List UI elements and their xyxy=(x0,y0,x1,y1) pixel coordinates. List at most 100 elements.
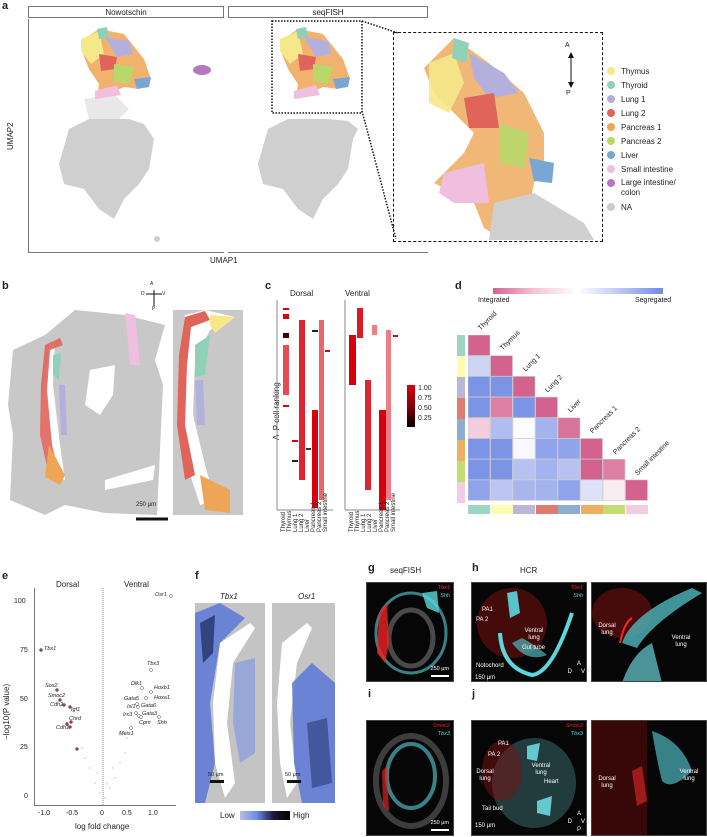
j-compass-v: V xyxy=(580,819,585,825)
c-colorbar xyxy=(407,385,415,427)
i-gene-2: Tbx3 xyxy=(437,731,450,737)
umap-legend: Thymus Thyroid Lung 1 Lung 2 Pancreas 1 … xyxy=(607,64,707,214)
volcano-scatter xyxy=(39,588,173,806)
gene-label-gata3: Gata3 xyxy=(142,711,157,717)
j-zoom-ann-dorsal-lung: Dorsal lung xyxy=(598,776,616,789)
d-scale-left: Integrated xyxy=(478,297,510,304)
x-tick: -1.0 xyxy=(38,810,51,817)
c-group-dorsal: Dorsal xyxy=(290,289,314,298)
gene-label-cdh1: Cdh1 xyxy=(56,725,70,731)
ap-ranking-heatmap xyxy=(276,300,400,511)
gene-label-tbx3: Tbx3 xyxy=(147,661,160,667)
h-ann-notochord: Notochord xyxy=(476,663,504,669)
panel-f-label: f xyxy=(195,570,199,582)
gene-label-osr1: Osr1 xyxy=(155,592,167,598)
umap-seqfish-scatter xyxy=(258,20,363,219)
h-compass-a: A xyxy=(576,661,581,667)
x-tick: -0.5 xyxy=(66,810,79,817)
d-triangle-heatmap xyxy=(468,335,648,501)
gene-label-irx3: Irx3 xyxy=(123,712,133,718)
legend-dot-icon xyxy=(607,81,615,89)
umap-seqfish-plot xyxy=(228,19,428,253)
g-title: seqFISH xyxy=(390,566,422,575)
umap-zoom-scatter xyxy=(424,38,594,240)
f-colorbar xyxy=(240,811,290,820)
panel-b-label: b xyxy=(2,280,9,292)
legend-dot-icon xyxy=(607,67,615,75)
h-hcr-image: Tbx1 Shh PA1 PA 2 Ventral lung Gut tube … xyxy=(471,582,587,682)
gene-label-hoxa1: Hoxa1 xyxy=(154,695,170,701)
gene-label-isl1: Isl1 xyxy=(127,704,136,710)
gene-label-dlk1: Dlk1 xyxy=(131,681,143,687)
d-scale-gradient xyxy=(493,288,663,294)
j-compass-a: A xyxy=(576,811,581,817)
legend-dot-icon xyxy=(607,137,615,145)
f-scale-bar-osr1 xyxy=(287,780,301,783)
legend-item: Thyroid xyxy=(607,78,707,92)
i-gene-1: Smoc2 xyxy=(432,723,450,729)
umap-xlabel: UMAP1 xyxy=(210,256,238,265)
h-title: HCR xyxy=(520,566,538,575)
d-side-colors xyxy=(457,335,465,503)
compass-p: P xyxy=(152,306,156,312)
legend-item: Lung 1 xyxy=(607,92,707,106)
legend-dot-icon xyxy=(607,203,615,211)
j-ann-pa2: PA 2 xyxy=(488,752,501,758)
h-scale-bar-label: 150 μm xyxy=(475,675,496,681)
j-ann-heart: Heart xyxy=(544,779,559,785)
j-ann-dorsal-lung: Dorsal lung xyxy=(476,769,494,782)
e-ylabel: −log10(P value) xyxy=(2,683,11,740)
legend-item: Thymus xyxy=(607,64,707,78)
x-tick: 0 xyxy=(100,810,104,817)
legend-dot-icon xyxy=(607,151,615,159)
h-gene-2: Shh xyxy=(573,593,583,599)
legend-dot-icon xyxy=(607,165,615,173)
f-scale-bar-tbx1 xyxy=(210,780,224,783)
panel-j-label: j xyxy=(472,688,476,700)
j-ann-tail-bud: Tail bud xyxy=(482,806,503,812)
legend-item: Pancreas 1 xyxy=(607,120,707,134)
gene-label-gata5: Gata5 xyxy=(124,696,139,702)
d-scale-right: Segregated xyxy=(635,297,672,304)
gene-label-cpm: Cpm xyxy=(139,720,151,726)
j-hcr-zoom-image: Dorsal lung Ventral lung xyxy=(591,720,707,836)
strip-nowotschin: Nowotschin xyxy=(28,6,224,18)
x-tick: 0.5 xyxy=(122,810,132,817)
legend-item: Pancreas 2 xyxy=(607,134,707,148)
gene-label-sox2: Sox2 xyxy=(45,683,58,689)
f-colorbar-low: Low xyxy=(220,811,235,820)
gene-label-tbx1: Tbx1 xyxy=(44,646,57,652)
volcano-plot: Tbx1 Sox2 Smoc2 Cdh2 Igf1 Chrd Cdh1 Osr1… xyxy=(34,588,176,806)
umap-ylabel: UMAP2 xyxy=(6,122,15,150)
h-ann-pa1: PA1 xyxy=(482,607,493,613)
gene-label-igf1: Igf1 xyxy=(71,707,81,713)
y-tick: 25 xyxy=(20,744,28,751)
legend-item: Lung 2 xyxy=(607,106,707,120)
panel-g-label: g xyxy=(368,562,375,574)
j-gene-2: Tbx3 xyxy=(570,731,583,737)
j-hcr-image: Smoc2 Tbx3 PA1 PA 2 Dorsal lung Ventral … xyxy=(471,720,587,836)
panel-c-label: c xyxy=(265,280,272,292)
j-ann-pa1: PA1 xyxy=(498,741,509,747)
gene-label-shh: Shh xyxy=(157,720,167,726)
panel-d-label: d xyxy=(455,280,462,292)
umap-nowotschin-scatter xyxy=(59,27,211,242)
h-compass-v: V xyxy=(580,669,585,675)
panel-e-label: e xyxy=(2,570,9,582)
legend-dot-icon xyxy=(607,109,615,117)
g-gene-2: Shh xyxy=(440,593,450,599)
j-scale-bar-label: 150 μm xyxy=(475,823,496,829)
c-group-ventral: Ventral xyxy=(345,289,370,298)
f-osr1-map xyxy=(272,603,335,803)
y-tick: 75 xyxy=(20,647,28,654)
h-ann-gut-tube: Gut tube xyxy=(522,645,546,651)
panel-a-label: a xyxy=(2,0,9,12)
h-ann-pa2: PA 2 xyxy=(476,617,489,623)
g-scale-bar-label: 250 μm xyxy=(430,666,449,672)
i-scale-bar xyxy=(431,829,449,831)
f-scale-bar-label-2: 50 μm xyxy=(285,772,301,778)
j-compass-p: P xyxy=(576,827,581,833)
e-group-dorsal: Dorsal xyxy=(56,580,80,589)
h-zoom-ann-dorsal-lung: Dorsal lung xyxy=(598,623,616,636)
legend-item: Liver xyxy=(607,148,707,162)
